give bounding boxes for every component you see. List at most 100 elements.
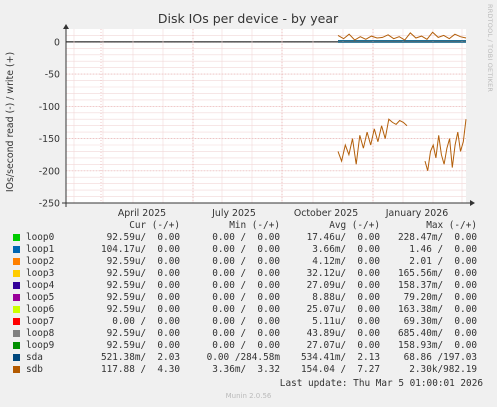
- legend-swatch: [13, 234, 20, 241]
- legend-row-loop1: loop1 104.17u/ 0.00 0.00 / 0.00 3.66m/ 0.00…: [0, 244, 497, 256]
- plot-area: [66, 29, 466, 203]
- legend-min: 0.00 / 0.00: [212, 328, 280, 339]
- legend-header-min: Min (-/+): [229, 220, 280, 231]
- legend-avg: 8.88u/ 0.00: [312, 292, 380, 303]
- chart-svg: Disk IOs per device - by year IOs/second…: [5, 11, 475, 219]
- legend-swatch: [13, 306, 20, 313]
- legend-max: 158.93m/ 0.00: [397, 340, 477, 351]
- legend-avg: 154.04 / 7.27: [300, 364, 380, 375]
- legend-row-sda: sda 521.38m/ 2.03 0.00 /284.58m 534.41m/ 2.…: [0, 352, 497, 364]
- legend-min: 3.36m/ 3.32: [212, 364, 280, 375]
- y-tick-label: 0: [54, 37, 60, 48]
- legend-header-cur: Cur (-/+): [129, 220, 180, 231]
- y-tick-label: -200: [39, 166, 60, 177]
- series-lines: [337, 31, 467, 171]
- legend-row-loop3: loop3 92.59u/ 0.00 0.00 / 0.00 32.12u/ 0.00…: [0, 268, 497, 280]
- y-tick-labels: 0 -50 -100 -150 -200 -250: [39, 37, 60, 209]
- legend-max: 68.86 /197.03: [403, 352, 477, 363]
- legend-row-loop0: loop0 92.59u/ 0.00 0.00 / 0.00 17.46u/ 0.00…: [0, 232, 497, 244]
- legend-name: loop4: [26, 280, 55, 291]
- legend-swatch: [13, 294, 20, 301]
- legend-row-loop8: loop8 92.59u/ 0.00 0.00 / 0.00 43.89u/ 0.00…: [0, 328, 497, 340]
- legend-cur: 92.59u/ 0.00: [106, 280, 180, 291]
- legend-cur: 92.59u/ 0.00: [106, 340, 180, 351]
- legend-swatch: [13, 246, 20, 253]
- x-axis-arrow: [470, 200, 475, 206]
- legend-avg: 32.12u/ 0.00: [306, 268, 380, 279]
- legend-row-loop6: loop6 92.59u/ 0.00 0.00 / 0.00 25.07u/ 0.00…: [0, 304, 497, 316]
- x-tick-label: July 2025: [211, 208, 256, 219]
- rrdtool-watermark: RRDTOOL / TOBI OETIKER: [486, 4, 494, 93]
- legend-cur: 521.38m/ 2.03: [100, 352, 180, 363]
- legend-swatch: [13, 366, 20, 373]
- legend-min: 0.00 / 0.00: [212, 232, 280, 243]
- grid: [66, 29, 466, 204]
- x-tick-label: April 2025: [118, 208, 166, 219]
- legend-avg: 27.07u/ 0.00: [306, 340, 380, 351]
- legend-cur: 92.59u/ 0.00: [106, 256, 180, 267]
- y-tick-label: -150: [39, 134, 60, 145]
- legend-name: sdb: [26, 364, 43, 375]
- legend-name: loop5: [26, 292, 55, 303]
- legend-min: 0.00 / 0.00: [212, 316, 280, 327]
- munin-version: Munin 2.0.56: [225, 392, 272, 400]
- legend-swatch: [13, 330, 20, 337]
- legend-header-max: Max (-/+): [426, 220, 477, 231]
- legend-max: 685.40m/ 0.00: [397, 328, 477, 339]
- legend-max: 158.37m/ 0.00: [397, 280, 477, 291]
- series-sdb-write: [337, 31, 467, 41]
- legend-name: loop9: [26, 340, 55, 351]
- legend-max: 165.56m/ 0.00: [397, 268, 477, 279]
- legend-max: 163.38m/ 0.00: [397, 304, 477, 315]
- legend-max: 79.20m/ 0.00: [403, 292, 477, 303]
- legend-max: 1.46 / 0.00: [409, 244, 477, 255]
- legend-min: 0.00 / 0.00: [212, 280, 280, 291]
- legend-name: loop6: [26, 304, 55, 315]
- legend-avg: 27.09u/ 0.00: [306, 280, 380, 291]
- legend-row-sdb: sdb 117.88 / 4.30 3.36m/ 3.32 154.04 / 7.27…: [0, 364, 497, 376]
- legend-avg: 17.46u/ 0.00: [306, 232, 380, 243]
- legend-min: 0.00 /284.58m: [206, 352, 280, 363]
- legend-avg: 43.89u/ 0.00: [306, 328, 380, 339]
- legend-name: loop2: [26, 256, 55, 267]
- legend-name: loop3: [26, 268, 55, 279]
- legend-max: 228.47m/ 0.00: [397, 232, 477, 243]
- legend-cur: 92.59u/ 0.00: [106, 232, 180, 243]
- legend-row-loop4: loop4 92.59u/ 0.00 0.00 / 0.00 27.09u/ 0.00…: [0, 280, 497, 292]
- y-axis-label: IOs/second read (-) / write (+): [5, 52, 16, 192]
- legend-cur: 92.59u/ 0.00: [106, 268, 180, 279]
- y-tick-label: -50: [45, 70, 60, 81]
- legend-cur: 92.59u/ 0.00: [106, 328, 180, 339]
- legend-cur: 92.59u/ 0.00: [106, 304, 180, 315]
- legend-max: 2.30k/982.19: [409, 364, 477, 375]
- legend-cur: 104.17u/ 0.00: [100, 244, 180, 255]
- x-tick-labels: April 2025 July 2025 October 2025 January 2…: [118, 208, 448, 219]
- legend-swatch: [13, 258, 20, 265]
- x-tick-label: January 2026: [385, 208, 448, 219]
- legend-cur: 117.88 / 4.30: [100, 364, 180, 375]
- legend-name: loop8: [26, 328, 55, 339]
- legend-min: 0.00 / 0.00: [212, 340, 280, 351]
- legend-cur: 92.59u/ 0.00: [106, 292, 180, 303]
- legend-min: 0.00 / 0.00: [212, 256, 280, 267]
- series-sdb-read-1: [337, 118, 408, 165]
- legend-name: loop1: [26, 244, 55, 255]
- legend-avg: 5.11u/ 0.00: [312, 316, 380, 327]
- legend-max: 69.30m/ 0.00: [403, 316, 477, 327]
- legend-avg: 4.12m/ 0.00: [312, 256, 380, 267]
- legend-name: loop0: [26, 232, 55, 243]
- legend-swatch: [13, 270, 20, 277]
- y-axis-arrow: [63, 24, 69, 29]
- legend-row-loop9: loop9 92.59u/ 0.00 0.00 / 0.00 27.07u/ 0.00…: [0, 340, 497, 352]
- chart-title: Disk IOs per device - by year: [158, 11, 339, 26]
- legend-name: loop7: [26, 316, 55, 327]
- y-tick-label: -100: [39, 102, 60, 113]
- legend-swatch: [13, 318, 20, 325]
- last-update: Last update: Thu Mar 5 01:00:01 2026: [279, 378, 483, 389]
- series-sdb-read-2: [424, 119, 467, 171]
- legend-min: 0.00 / 0.00: [212, 292, 280, 303]
- x-tick-label: October 2025: [294, 208, 358, 219]
- legend-avg: 534.41m/ 2.13: [300, 352, 380, 363]
- legend-swatch: [13, 354, 20, 361]
- y-tick-label: -250: [39, 199, 60, 210]
